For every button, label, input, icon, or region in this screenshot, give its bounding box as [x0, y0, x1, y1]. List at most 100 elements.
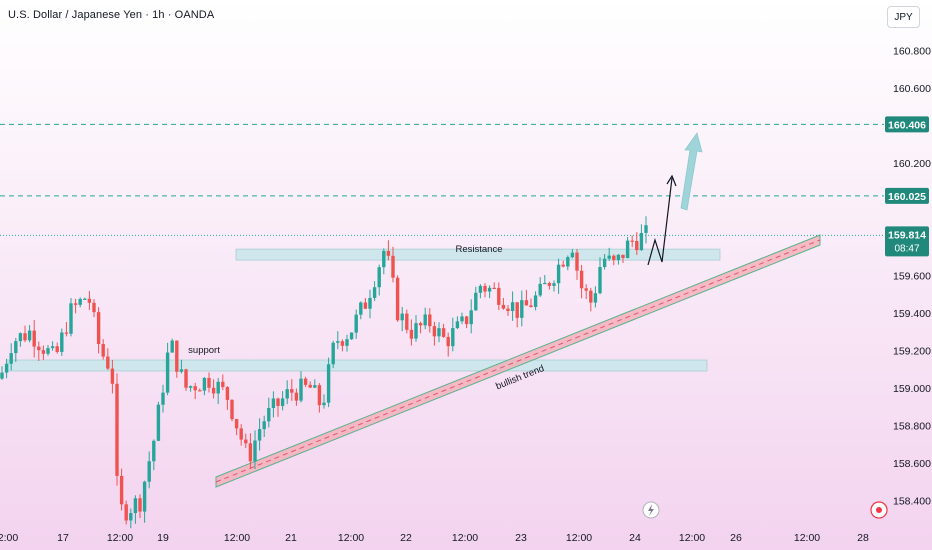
candle-body	[510, 302, 515, 312]
price-tick-label: 160.800	[893, 46, 931, 58]
lightning-icon-glyph	[648, 504, 654, 516]
candle-body	[497, 287, 501, 305]
candle-body	[469, 310, 473, 325]
candle-body	[280, 398, 285, 406]
candles-layer	[0, 216, 648, 529]
time-axis-label: 12:00	[452, 532, 478, 544]
candle-body	[119, 475, 124, 505]
candle-body	[478, 285, 483, 293]
candle-body	[432, 326, 437, 337]
candle-body	[331, 342, 335, 365]
candle-body	[584, 288, 588, 291]
price-tick-label: 159.600	[893, 271, 931, 283]
candle-body	[313, 385, 317, 388]
resistance-zone	[235, 248, 721, 261]
candle-body	[9, 353, 13, 364]
price-level-tag	[885, 116, 929, 133]
candle-body	[234, 419, 239, 429]
candle-body	[423, 314, 427, 326]
candle-body	[32, 330, 36, 347]
candle-body	[501, 304, 506, 309]
candle-body	[382, 250, 386, 268]
candle-body	[230, 399, 234, 420]
candle-body	[492, 287, 496, 290]
candle-body	[267, 407, 271, 422]
candle-body	[161, 392, 165, 405]
time-axis-label: 26	[730, 532, 742, 544]
candle-body	[524, 300, 529, 306]
candle-body	[27, 330, 32, 341]
record-icon-dot	[876, 507, 882, 513]
candle-body	[276, 398, 280, 406]
candle-body	[598, 267, 602, 294]
price-tick-label: 159.000	[893, 383, 931, 395]
candle-body	[561, 264, 565, 267]
candle-body	[460, 316, 464, 322]
candle-body	[556, 264, 561, 284]
candle-body	[593, 293, 598, 303]
price-tick-label: 160.200	[893, 158, 931, 170]
candle-body	[349, 332, 354, 340]
candle-body	[193, 386, 197, 391]
candle-body	[147, 461, 151, 482]
countdown-label: 08:47	[894, 243, 919, 254]
candle-body	[198, 390, 202, 392]
time-axis-label: 2:00	[0, 532, 18, 544]
candle-body	[506, 308, 510, 312]
candle-body	[14, 341, 18, 354]
candle-body	[152, 440, 156, 462]
time-axis-label: 12:00	[679, 532, 705, 544]
candle-body	[133, 498, 138, 514]
candle-body	[538, 283, 542, 296]
candle-body	[175, 340, 179, 372]
candle-body	[129, 513, 133, 521]
candle-body	[138, 498, 142, 512]
time-axis-label: 12:00	[794, 532, 820, 544]
candle-body	[142, 481, 147, 512]
candle-body	[83, 298, 87, 300]
candle-body	[257, 429, 262, 441]
projection-layer	[647, 132, 703, 266]
candle-body	[248, 443, 253, 462]
candle-body	[69, 303, 73, 334]
trend-channel-midline	[215, 239, 821, 483]
candle-body	[368, 297, 372, 309]
candle-body	[405, 313, 409, 330]
projection-path	[647, 177, 673, 266]
candle-body	[483, 285, 487, 292]
time-axis-label: 12:00	[566, 532, 592, 544]
candle-body	[299, 378, 303, 401]
candle-body	[437, 328, 441, 337]
candle-body	[354, 314, 358, 333]
candle-body	[96, 312, 101, 345]
candle-body	[639, 232, 644, 251]
candle-body	[543, 282, 547, 285]
time-axis-label: 17	[57, 532, 69, 544]
candle-body	[184, 369, 188, 388]
candle-body	[170, 340, 174, 353]
resistance-label: Resistance	[456, 244, 503, 255]
price-level-tag-label: 160.025	[888, 191, 926, 203]
time-axis-label: 23	[515, 532, 527, 544]
price-tick-label: 160.600	[893, 83, 931, 95]
currency-button[interactable]: JPY	[887, 6, 920, 28]
candle-body	[78, 298, 82, 305]
candle-body	[529, 305, 533, 307]
candle-body	[221, 381, 225, 388]
candle-body	[400, 313, 404, 321]
candle-body	[474, 292, 478, 311]
time-axis-label: 12:00	[338, 532, 364, 544]
candle-body	[156, 404, 161, 441]
candle-body	[92, 302, 96, 313]
candle-body	[602, 258, 607, 268]
candle-body	[533, 295, 538, 307]
candle-body	[612, 255, 616, 261]
candle-body	[635, 240, 639, 251]
candle-body	[179, 369, 184, 372]
candle-body	[115, 383, 119, 476]
time-axis-label: 24	[629, 532, 641, 544]
